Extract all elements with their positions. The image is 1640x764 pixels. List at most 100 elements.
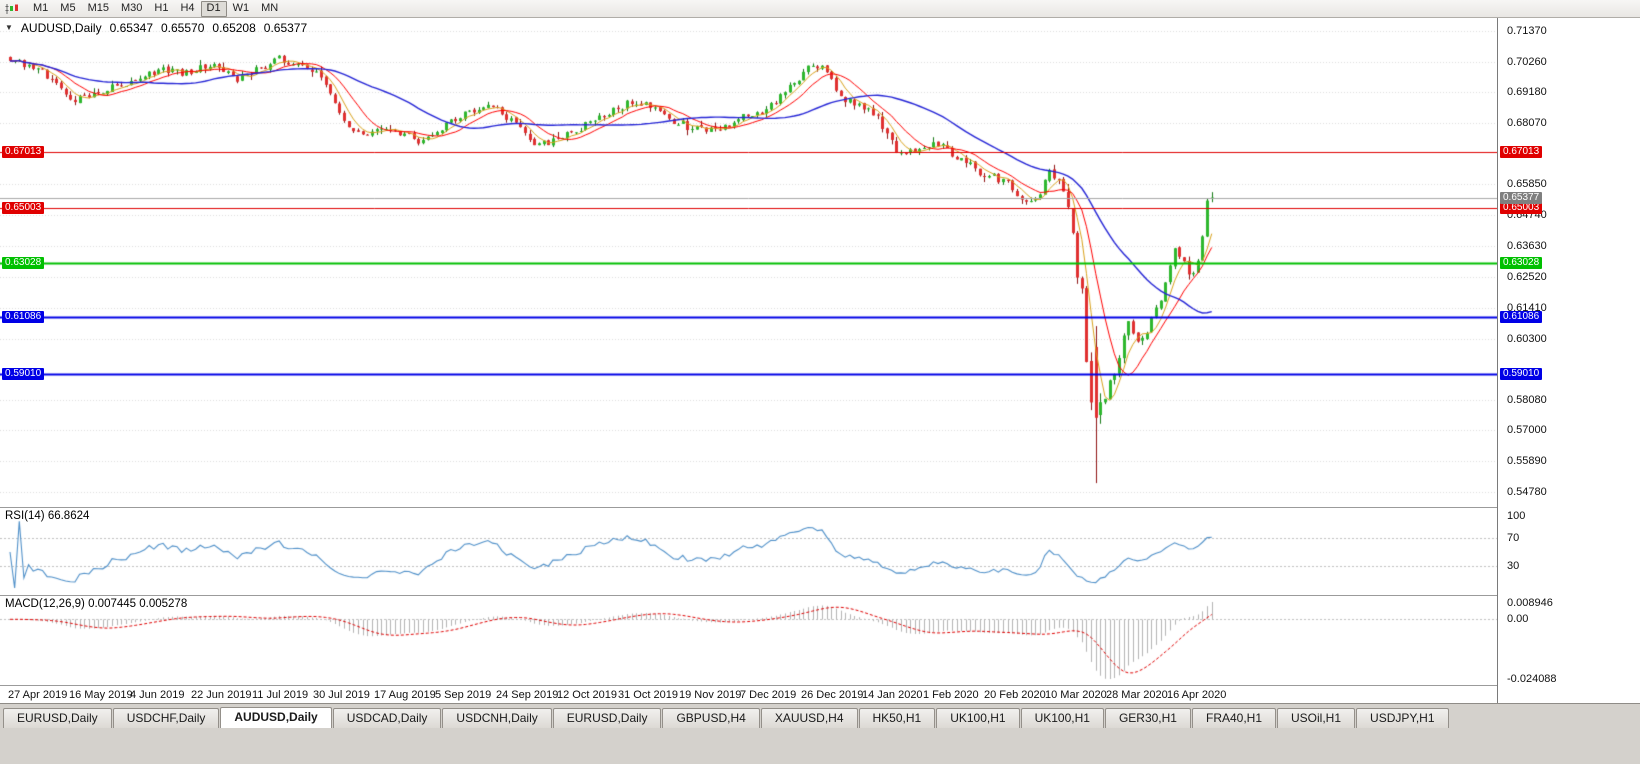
chart-tab-usoil-h1[interactable]: USOil,H1 xyxy=(1277,708,1356,728)
bar-chart-icon[interactable] xyxy=(3,1,21,16)
chart-tab-fra40-h1[interactable]: FRA40,H1 xyxy=(1191,708,1277,728)
macd-axis-label: -0.024088 xyxy=(1507,673,1557,685)
price-axis-label: 0.63630 xyxy=(1507,240,1547,253)
time-axis-label: 24 Sep 2019 xyxy=(496,689,559,701)
panel-separator xyxy=(0,507,1640,508)
chart-tab-usdchf-daily[interactable]: USDCHF,Daily xyxy=(112,708,220,728)
timeframe-w1[interactable]: W1 xyxy=(227,1,256,17)
rsi-axis-label: 70 xyxy=(1507,531,1520,544)
rsi-label: RSI(14) 66.8624 xyxy=(5,510,90,522)
rsi-axis-label: 100 xyxy=(1507,510,1526,522)
timeframe-buttons: M1 M5 M15 M30 H1 H4 D1 W1 MN xyxy=(27,0,284,17)
level-price-tag-left: 0.65003 xyxy=(2,201,45,214)
time-axis-label: 12 Oct 2019 xyxy=(557,689,617,701)
chart-tab-uk100-h1[interactable]: UK100,H1 xyxy=(1020,708,1104,728)
chart-tab-uk100-h1[interactable]: UK100,H1 xyxy=(936,708,1020,728)
timeframe-mn[interactable]: MN xyxy=(255,1,284,17)
chart-tab-eurusd-daily[interactable]: EURUSD,Daily xyxy=(3,708,112,728)
level-price-tag-left: 0.67013 xyxy=(2,146,45,159)
price-axis-label: 0.58080 xyxy=(1507,394,1547,407)
chart-tab-eurusd-daily[interactable]: EURUSD,Daily xyxy=(552,708,662,728)
time-axis-label: 1 Feb 2020 xyxy=(923,689,979,701)
chart-tab-usdcnh-daily[interactable]: USDCNH,Daily xyxy=(442,708,552,728)
price-axis-label: 0.55890 xyxy=(1507,455,1547,468)
symbol-period-label: AUDUSD,Daily xyxy=(20,21,102,35)
timeframe-m15[interactable]: M15 xyxy=(82,1,115,17)
time-axis-label: 26 Dec 2019 xyxy=(801,689,864,701)
collapse-triangle-icon[interactable]: ▼ xyxy=(5,23,13,32)
ohlc-high: 0.65570 xyxy=(161,21,205,35)
macd-axis-label: 0.008946 xyxy=(1507,597,1553,609)
chart-tabs-bar: EURUSD,Daily USDCHF,Daily AUDUSD,Daily USDC… xyxy=(0,704,1640,728)
time-axis-label: 20 Feb 2020 xyxy=(984,689,1046,701)
level-price-tag: 0.63028 xyxy=(1500,256,1543,269)
price-axis-label: 0.71370 xyxy=(1507,25,1547,37)
chart-tab-gbpusd-h4[interactable]: GBPUSD,H4 xyxy=(662,708,760,728)
price-axis-label: 0.65850 xyxy=(1507,178,1547,191)
toolbar: M1 M5 M15 M30 H1 H4 D1 W1 MN xyxy=(0,0,1640,18)
chart-tab-audusd-daily[interactable]: AUDUSD,Daily xyxy=(220,707,332,728)
level-price-tag: 0.67013 xyxy=(1500,146,1543,159)
level-price-tag: 0.59010 xyxy=(1500,368,1543,381)
ohlc-open: 0.65347 xyxy=(109,21,153,35)
time-axis-label: 14 Jan 2020 xyxy=(862,689,923,701)
price-axis-label: 0.69180 xyxy=(1507,85,1547,98)
price-axis[interactable]: 0.71370 0.70260 0.69180 0.68070 0.65850 0.647… xyxy=(1497,18,1640,703)
time-axis-label: 17 Aug 2019 xyxy=(374,689,436,701)
time-axis-label: 27 Apr 2019 xyxy=(8,689,68,701)
price-axis-label: 0.57000 xyxy=(1507,424,1547,437)
price-chart-canvas[interactable] xyxy=(0,18,1497,508)
timeframe-m5[interactable]: M5 xyxy=(54,1,81,17)
macd-axis-label: 0.00 xyxy=(1507,613,1529,626)
main-chart-panel: ▼ AUDUSD,Daily 0.65347 0.65570 0.65208 0… xyxy=(0,18,1497,508)
panel-separator xyxy=(0,685,1640,686)
time-axis[interactable]: 27 Apr 2019 16 May 2019 4 Jun 2019 22 Jun 2… xyxy=(0,686,1497,703)
time-axis-label: 19 Nov 2019 xyxy=(679,689,742,701)
time-axis-label: 10 Mar 2020 xyxy=(1045,689,1107,701)
timeframe-h4[interactable]: H4 xyxy=(174,1,200,17)
time-axis-label: 4 Jun 2019 xyxy=(130,689,185,701)
level-price-tag-left: 0.63028 xyxy=(2,256,45,269)
price-axis-label: 0.70260 xyxy=(1507,55,1547,68)
chart-window: ▼ AUDUSD,Daily 0.65347 0.65570 0.65208 0… xyxy=(0,18,1640,704)
ohlc-low: 0.65208 xyxy=(212,21,256,35)
time-axis-label: 28 Mar 2020 xyxy=(1106,689,1168,701)
ohlc-close: 0.65377 xyxy=(263,21,308,35)
timeframe-m1[interactable]: M1 xyxy=(27,1,54,17)
level-price-tag: 0.61086 xyxy=(1500,310,1543,323)
macd-canvas[interactable] xyxy=(0,596,1497,686)
chart-tab-xauusd-h4[interactable]: XAUUSD,H4 xyxy=(760,708,858,728)
price-axis-label: 0.62520 xyxy=(1507,270,1547,283)
rsi-panel: RSI(14) 66.8624 xyxy=(0,508,1497,596)
chart-tab-hk50-h1[interactable]: HK50,H1 xyxy=(858,708,936,728)
level-price-tag-left: 0.59010 xyxy=(2,368,45,381)
timeframe-d1[interactable]: D1 xyxy=(200,0,227,17)
rsi-axis-label: 30 xyxy=(1507,560,1520,573)
time-axis-label: 30 Jul 2019 xyxy=(313,689,370,701)
level-price-tag-left: 0.61086 xyxy=(2,310,45,323)
price-axis-label: 0.60300 xyxy=(1507,332,1547,345)
time-axis-label: 16 May 2019 xyxy=(69,689,133,701)
panel-separator xyxy=(0,595,1640,596)
macd-panel: MACD(12,26,9) 0.007445 0.005278 xyxy=(0,596,1497,686)
time-axis-label: 31 Oct 2019 xyxy=(618,689,678,701)
time-axis-label: 5 Sep 2019 xyxy=(435,689,492,701)
time-axis-label: 16 Apr 2020 xyxy=(1167,689,1227,701)
level-price-tag: 0.65003 xyxy=(1500,201,1543,214)
chart-tab-ger30-h1[interactable]: GER30,H1 xyxy=(1104,708,1191,728)
timeframe-h1[interactable]: H1 xyxy=(148,1,174,17)
chart-tab-usdcad-daily[interactable]: USDCAD,Daily xyxy=(332,708,442,728)
time-axis-label: 22 Jun 2019 xyxy=(191,689,252,701)
macd-label: MACD(12,26,9) 0.007445 0.005278 xyxy=(5,598,188,610)
current-price-tag: 0.65377 xyxy=(1500,191,1543,204)
status-bar xyxy=(0,728,1640,764)
time-axis-label: 7 Dec 2019 xyxy=(740,689,797,701)
chart-tab-usdjpy-h1[interactable]: USDJPY,H1 xyxy=(1356,708,1449,728)
price-axis-label: 0.68070 xyxy=(1507,116,1547,129)
time-axis-label: 11 Jul 2019 xyxy=(252,689,309,701)
timeframe-m30[interactable]: M30 xyxy=(115,1,148,17)
rsi-canvas[interactable] xyxy=(0,508,1497,596)
chart-title: ▼ AUDUSD,Daily 0.65347 0.65570 0.65208 0… xyxy=(5,21,307,35)
price-axis-label: 0.54780 xyxy=(1507,486,1547,498)
